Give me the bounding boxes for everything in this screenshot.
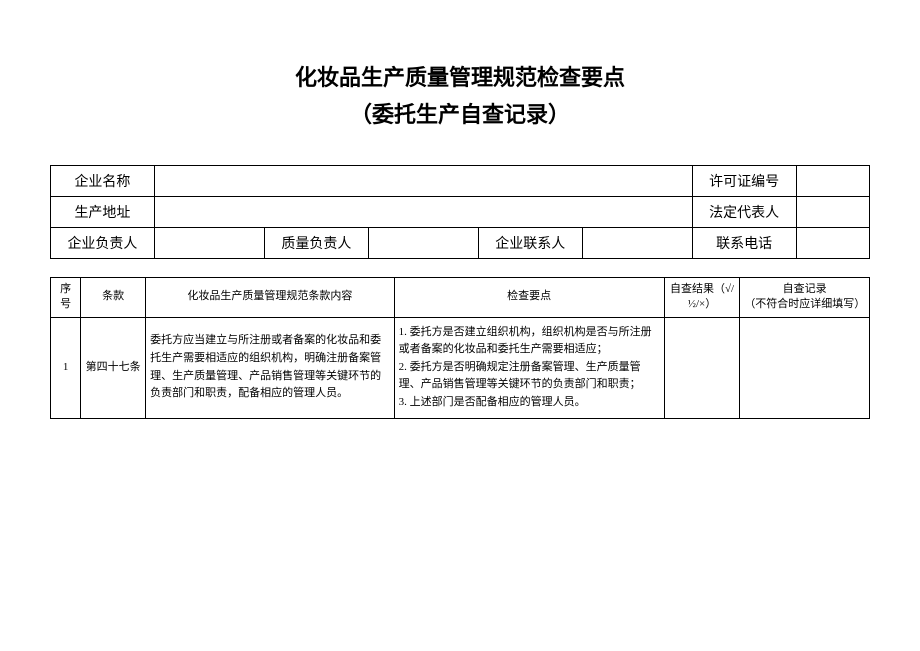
header-record: 自查记录 （不符合时应详细填写）: [740, 277, 870, 317]
header-content: 化妆品生产质量管理规范条款内容: [146, 277, 395, 317]
cell-clause: 第四十七条: [81, 317, 146, 418]
label-quality-manager: 质量负责人: [264, 227, 368, 258]
value-production-address: [154, 196, 692, 227]
label-license-number: 许可证编号: [692, 165, 796, 196]
info-row-1: 企业名称 许可证编号: [51, 165, 870, 196]
title-main: 化妆品生产质量管理规范检查要点: [50, 60, 870, 95]
checklist-header-row: 序号 条款 化妆品生产质量管理规范条款内容 检查要点 自查结果（√/½/×） 自…: [51, 277, 870, 317]
cell-points: 1. 委托方是否建立组织机构，组织机构是否与所注册或者备案的化妆品和委托生产需要…: [394, 317, 664, 418]
value-phone: [796, 227, 869, 258]
title-subtitle: （委托生产自查记录）: [50, 95, 870, 135]
header-record-line2: （不符合时应详细填写）: [744, 297, 865, 312]
label-phone: 联系电话: [692, 227, 796, 258]
header-clause: 条款: [81, 277, 146, 317]
checklist-table: 序号 条款 化妆品生产质量管理规范条款内容 检查要点 自查结果（√/½/×） 自…: [50, 277, 870, 419]
cell-content: 委托方应当建立与所注册或者备案的化妆品和委托生产需要相适应的组织机构，明确注册备…: [146, 317, 395, 418]
label-company-name: 企业名称: [51, 165, 155, 196]
document-title-block: 化妆品生产质量管理规范检查要点 （委托生产自查记录）: [50, 60, 870, 135]
checklist-row: 1 第四十七条 委托方应当建立与所注册或者备案的化妆品和委托生产需要相适应的组织…: [51, 317, 870, 418]
header-record-line1: 自查记录: [744, 282, 865, 297]
value-legal-rep: [796, 196, 869, 227]
cell-result: [664, 317, 740, 418]
value-quality-manager: [368, 227, 478, 258]
label-legal-rep: 法定代表人: [692, 196, 796, 227]
header-result: 自查结果（√/½/×）: [664, 277, 740, 317]
label-enterprise-contact: 企业联系人: [478, 227, 582, 258]
value-enterprise-manager: [154, 227, 264, 258]
value-enterprise-contact: [582, 227, 692, 258]
value-company-name: [154, 165, 692, 196]
label-enterprise-manager: 企业负责人: [51, 227, 155, 258]
header-points: 检查要点: [394, 277, 664, 317]
info-row-3: 企业负责人 质量负责人 企业联系人 联系电话: [51, 227, 870, 258]
label-production-address: 生产地址: [51, 196, 155, 227]
enterprise-info-table: 企业名称 许可证编号 生产地址 法定代表人 企业负责人 质量负责人 企业联系人 …: [50, 165, 870, 259]
info-row-2: 生产地址 法定代表人: [51, 196, 870, 227]
header-seq: 序号: [51, 277, 81, 317]
value-license-number: [796, 165, 869, 196]
cell-seq: 1: [51, 317, 81, 418]
cell-record: [740, 317, 870, 418]
